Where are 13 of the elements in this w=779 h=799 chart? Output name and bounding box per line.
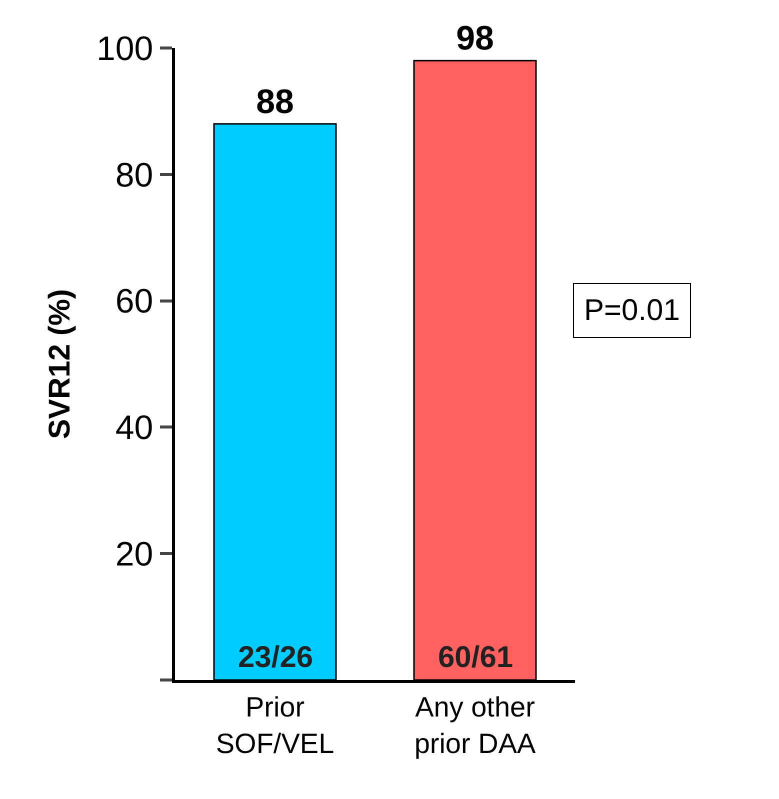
y-tick-label: 100 bbox=[96, 30, 154, 68]
data-label: 88 bbox=[256, 82, 294, 121]
text: P=0.01 bbox=[584, 294, 680, 327]
x-tick-label: Any other prior DAA bbox=[414, 692, 536, 759]
y-axis-title: SVR12 (%) bbox=[43, 288, 76, 440]
annotation: 23/26 bbox=[238, 641, 314, 674]
data-label: 98 bbox=[456, 20, 494, 58]
y-tick-label: 20 bbox=[115, 536, 154, 574]
y-tick-label: 40 bbox=[115, 409, 154, 448]
annotation: 60/61 bbox=[438, 641, 514, 674]
y-tick-label: 60 bbox=[115, 282, 154, 321]
y-tick-label: 80 bbox=[115, 156, 154, 194]
x-tick-label: Prior SOF/VEL bbox=[216, 692, 334, 759]
